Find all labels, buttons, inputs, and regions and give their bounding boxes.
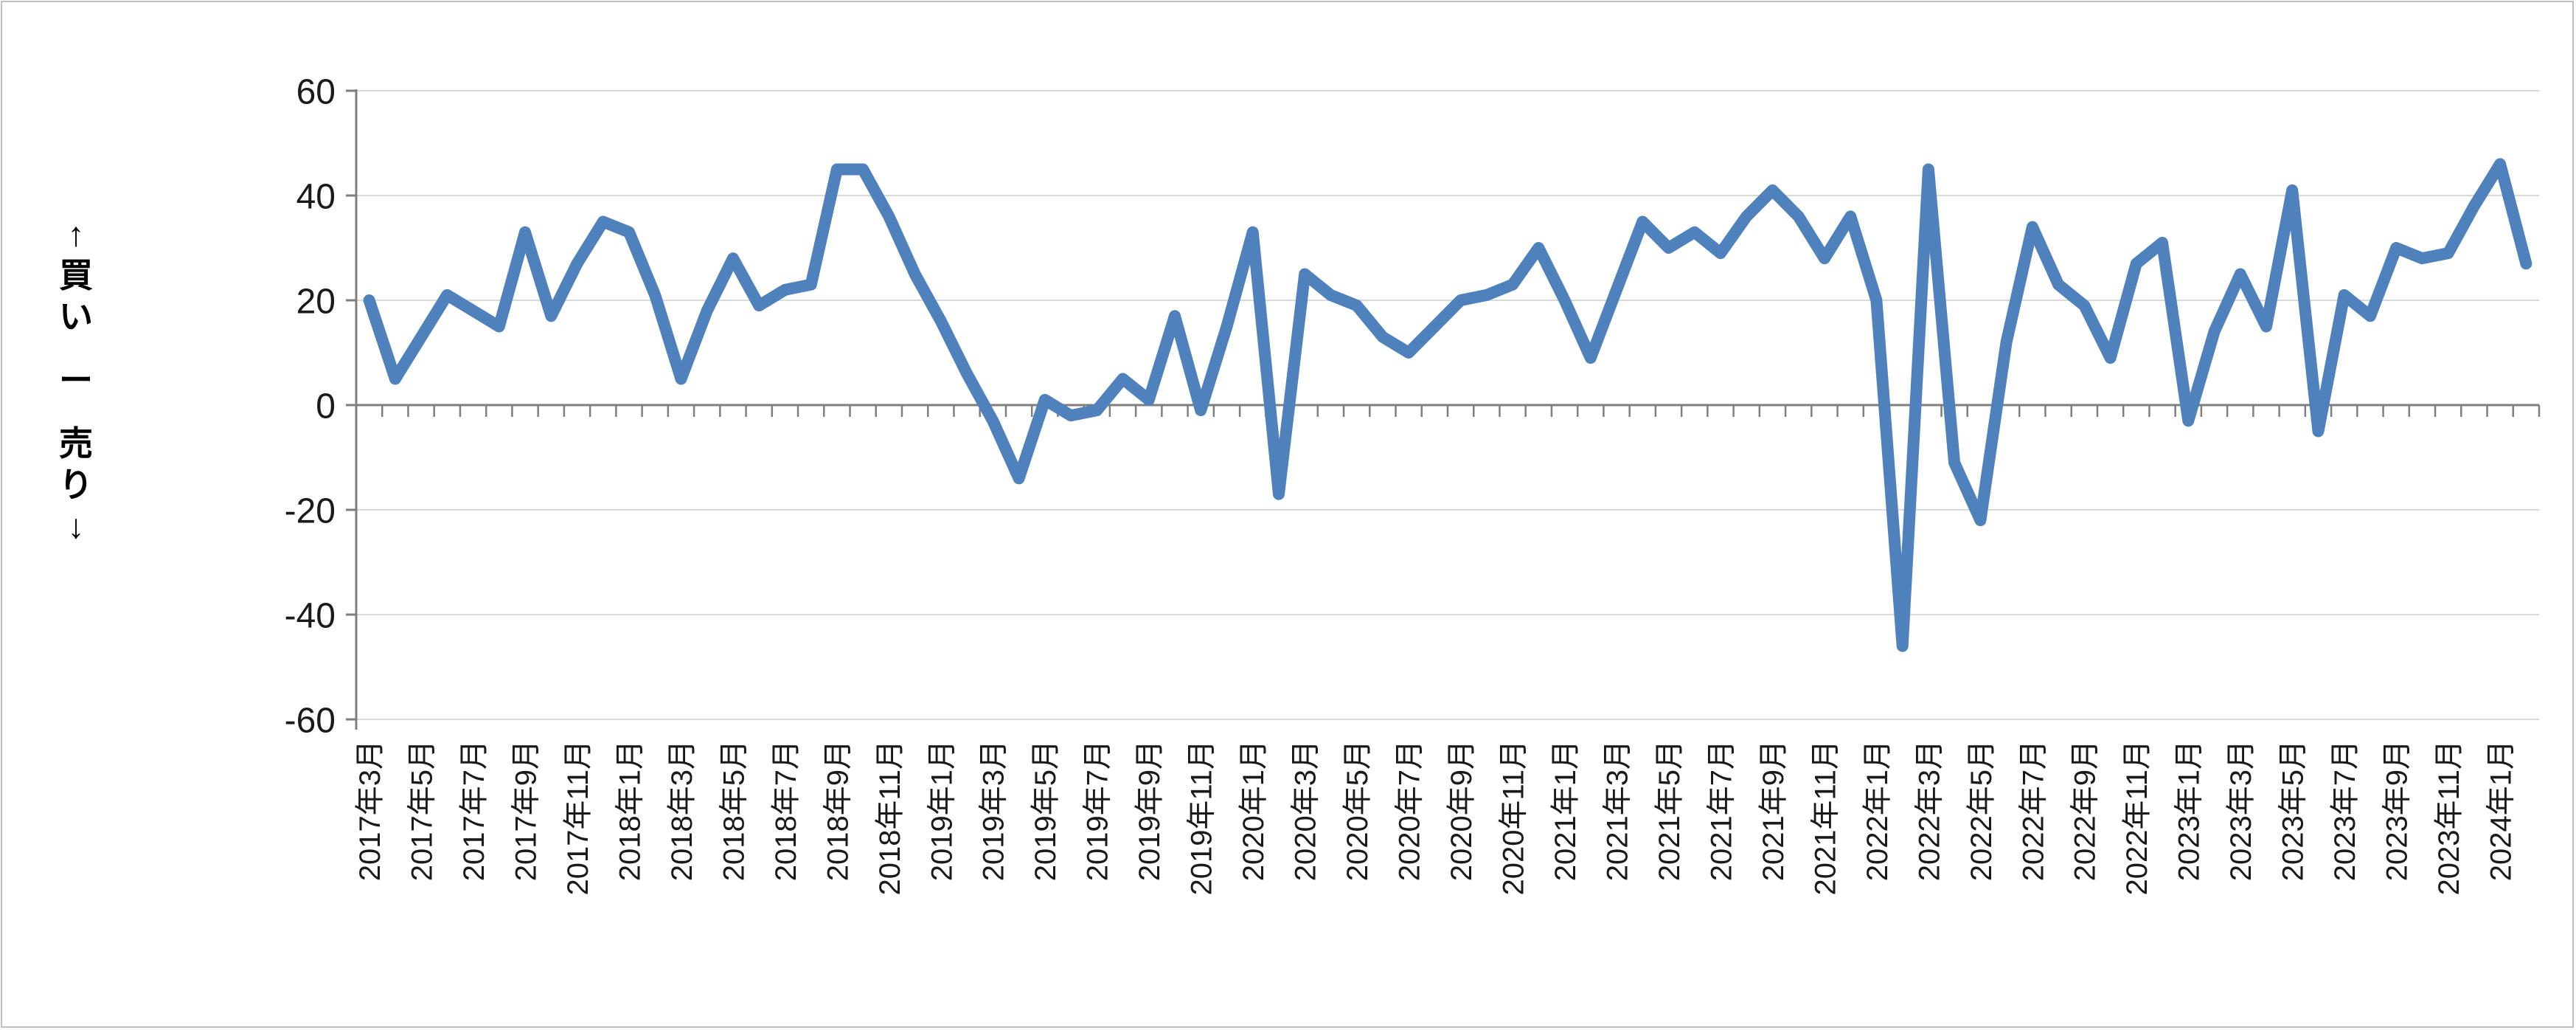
y-tick-label: -20 [285, 491, 336, 530]
x-tick-label: 2020年11月 [1497, 740, 1530, 896]
x-tick-label: 2021年3月 [1601, 740, 1634, 881]
x-tick-label: 2022年9月 [2069, 740, 2102, 881]
x-tick-label: 2021年1月 [1549, 740, 1582, 881]
y-tick-label: -60 [285, 701, 336, 740]
y-tick-label: 40 [296, 177, 336, 216]
x-tick-label: 2023年1月 [2173, 740, 2206, 881]
y-axis-title-char: ー [59, 361, 93, 399]
x-tick-label: 2018年11月 [874, 740, 906, 896]
x-tick-label: 2020年9月 [1445, 740, 1478, 881]
x-tick-label: 2023年5月 [2277, 740, 2310, 881]
y-tick-label: 20 [296, 282, 336, 321]
x-tick-label: 2019年1月 [926, 740, 958, 881]
x-tick-label: 2020年3月 [1290, 740, 1322, 881]
y-axis-title-char: 買 [59, 256, 93, 294]
x-tick-label: 2017年9月 [510, 740, 542, 881]
x-tick-label: 2017年11月 [562, 740, 594, 896]
x-tick-label: 2019年11月 [1186, 740, 1218, 896]
x-tick-label: 2022年1月 [1861, 740, 1894, 881]
x-tick-label: 2023年11月 [2433, 740, 2465, 896]
x-tick-label: 2023年3月 [2225, 740, 2257, 881]
x-tick-label: 2019年7月 [1082, 740, 1114, 881]
x-tick-label: 2023年9月 [2381, 740, 2414, 881]
x-tick-label: 2021年5月 [1653, 740, 1686, 881]
x-tick-label: 2018年3月 [666, 740, 698, 881]
x-axis-zero-line [355, 404, 2541, 417]
x-tick-label: 2023年7月 [2329, 740, 2361, 881]
x-axis-tick-labels: 2017年3月 2017年5月 2017年7月 2017年9月 2017年11月 2018… [354, 740, 2518, 896]
x-tick-label: 2022年11月 [2121, 740, 2153, 896]
x-tick-label: 2020年7月 [1394, 740, 1426, 881]
x-tick-label: 2020年1月 [1237, 740, 1270, 881]
x-tick-label: 2021年11月 [1809, 740, 1841, 896]
x-tick-label: 2024年1月 [2485, 740, 2518, 881]
y-axis-title-char: ↑ [68, 215, 85, 253]
buy-sell-di-line [363, 158, 2532, 652]
y-axis-title-char: り [59, 466, 93, 504]
x-tick-label: 2021年7月 [1705, 740, 1737, 881]
y-axis-tick-labels: 60 40 20 0 -20 -40 -60 [285, 72, 336, 740]
x-tick-label: 2017年3月 [354, 740, 386, 881]
y-tick-label: 60 [296, 72, 336, 111]
y-axis-title-char: い [59, 297, 93, 336]
x-tick-label: 2017年7月 [458, 740, 490, 881]
x-tick-label: 2020年5月 [1341, 740, 1374, 881]
y-axis [346, 89, 358, 730]
x-tick-label: 2022年5月 [1965, 740, 1998, 881]
x-tick-label: 2019年3月 [978, 740, 1010, 881]
x-tick-label: 2022年7月 [2017, 740, 2049, 881]
x-tick-label: 2019年9月 [1133, 740, 1166, 881]
y-tick-label: 0 [316, 387, 336, 426]
y-axis-title-char: ↓ [68, 507, 85, 545]
y-tick-label: -40 [285, 596, 336, 635]
x-tick-label: 2018年5月 [718, 740, 750, 881]
x-tick-label: 2022年3月 [1913, 740, 1945, 881]
x-tick-label: 2019年5月 [1030, 740, 1062, 881]
x-tick-label: 2018年9月 [822, 740, 854, 881]
gridlines [356, 90, 2539, 720]
x-tick-label: 2018年1月 [614, 740, 646, 881]
y-axis-title-char: 売 [59, 424, 93, 463]
x-tick-label: 2018年7月 [770, 740, 802, 881]
x-tick-label: 2017年5月 [406, 740, 438, 881]
data-series-line [363, 158, 2532, 652]
x-tick-label: 2021年9月 [1757, 740, 1790, 881]
